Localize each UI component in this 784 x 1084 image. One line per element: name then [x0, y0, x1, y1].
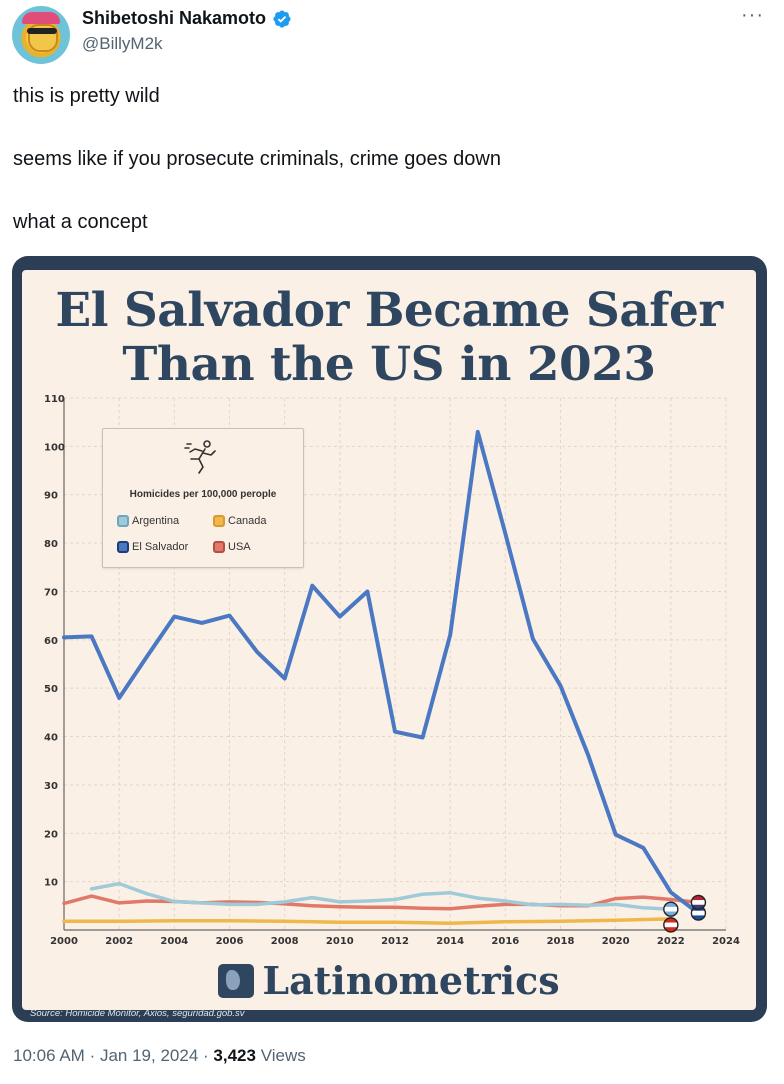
y-tick-label: 60	[44, 636, 58, 647]
x-tick-label: 2020	[602, 936, 630, 947]
tweet-text: this is pretty wild seems like if you pr…	[13, 84, 753, 273]
views-count: 3,423	[213, 1046, 256, 1065]
y-tick-label: 30	[44, 781, 58, 792]
author-row: Shibetoshi Nakamoto	[82, 8, 292, 29]
series-line-el-salvador	[62, 429, 701, 916]
avatar-glasses	[27, 28, 57, 34]
x-tick-label: 2008	[271, 936, 299, 947]
tweet-line: seems like if you prosecute criminals, c…	[13, 148, 501, 170]
tweet-line: what a concept	[13, 211, 148, 233]
separator: ·	[203, 1046, 209, 1065]
x-tick-label: 2012	[381, 936, 409, 947]
source-caption: Source: Homicide Monitor, Axios, segurid…	[30, 1008, 245, 1019]
separator: ·	[89, 1046, 96, 1065]
chart-title: El Salvador Became Safer Than the US in …	[22, 284, 756, 392]
chart-legend: Homicides per 100,000 perople Argentina …	[102, 428, 304, 568]
legend-swatch	[117, 541, 129, 553]
y-tick-label: 70	[44, 587, 58, 598]
avatar-hat	[22, 12, 60, 24]
legend-label: USA	[228, 541, 251, 553]
legend-swatch	[213, 541, 225, 553]
x-tick-label: 2014	[436, 936, 464, 947]
line-chart: 10 20 30 40 50 60 70 80 90 100 110 2000 2002 2004 2006…	[44, 394, 740, 947]
y-tick-label: 100	[44, 442, 65, 453]
infographic: El Salvador Became Safer Than the US in …	[22, 270, 756, 1010]
x-tick-label: 2000	[50, 936, 78, 947]
latin-america-map-icon	[218, 963, 255, 998]
chart-title-line-1: El Salvador Became Safer	[55, 283, 723, 338]
chart-title-line-2: Than the US in 2023	[122, 337, 656, 392]
flag-marker-canada	[663, 917, 679, 933]
flag-marker-usa	[690, 894, 707, 911]
views-label: Views	[260, 1046, 306, 1065]
tweet-date: Jan 19, 2024	[99, 1046, 199, 1065]
author-name[interactable]: Shibetoshi Nakamoto	[82, 8, 267, 28]
y-tick-label: 50	[44, 684, 58, 695]
x-tick-label: 2006	[216, 936, 244, 947]
tweet-line: this is pretty wild	[13, 85, 160, 107]
brand-name: Latinometrics	[262, 958, 560, 1003]
legend-item-el-salvador: El Salvador	[117, 541, 188, 553]
legend-label: Argentina	[132, 515, 180, 527]
more-horizontal-icon[interactable]: ···	[741, 4, 764, 26]
verified-badge-icon	[273, 9, 291, 28]
legend-item-canada: Canada	[213, 515, 267, 527]
series-line-canada	[62, 917, 673, 925]
legend-label: El Salvador	[132, 541, 189, 553]
y-tick-label: 20	[44, 829, 58, 840]
tweet-timestamp[interactable]: 10:06 AM · Jan 19, 2024 · 3,423 Views	[13, 1046, 306, 1066]
tweet-time: 10:06 AM	[13, 1046, 85, 1065]
legend-title: Homicides per 100,000 perople	[129, 489, 277, 500]
x-tick-label: 2010	[326, 936, 354, 947]
series-line-argentina	[89, 881, 673, 911]
legend-item-usa: USA	[213, 541, 251, 553]
legend-swatch	[117, 515, 129, 527]
legend-swatch	[213, 515, 225, 527]
legend-label: Canada	[228, 515, 267, 527]
y-tick-label: 110	[44, 394, 65, 405]
avatar[interactable]	[12, 6, 70, 64]
y-tick-label: 40	[44, 733, 58, 744]
x-tick-label: 2004	[160, 936, 188, 947]
y-tick-label: 10	[44, 878, 58, 889]
tweet-media-image[interactable]: El Salvador Became Safer Than the US in …	[12, 256, 767, 1022]
flag-marker-argentina	[663, 901, 679, 917]
x-tick-label: 2024	[712, 936, 740, 947]
x-tick-label: 2018	[547, 936, 575, 947]
y-tick-label: 80	[44, 539, 58, 550]
legend-item-argentina: Argentina	[117, 515, 179, 527]
y-tick-label: 90	[44, 491, 58, 502]
x-tick-label: 2022	[657, 936, 685, 947]
author-handle[interactable]: @BillyM2k	[82, 34, 163, 53]
x-tick-label: 2002	[105, 936, 133, 947]
running-person-icon	[184, 440, 216, 474]
x-tick-label: 2016	[491, 936, 519, 947]
brand-logo: Latinometrics	[22, 958, 756, 1003]
